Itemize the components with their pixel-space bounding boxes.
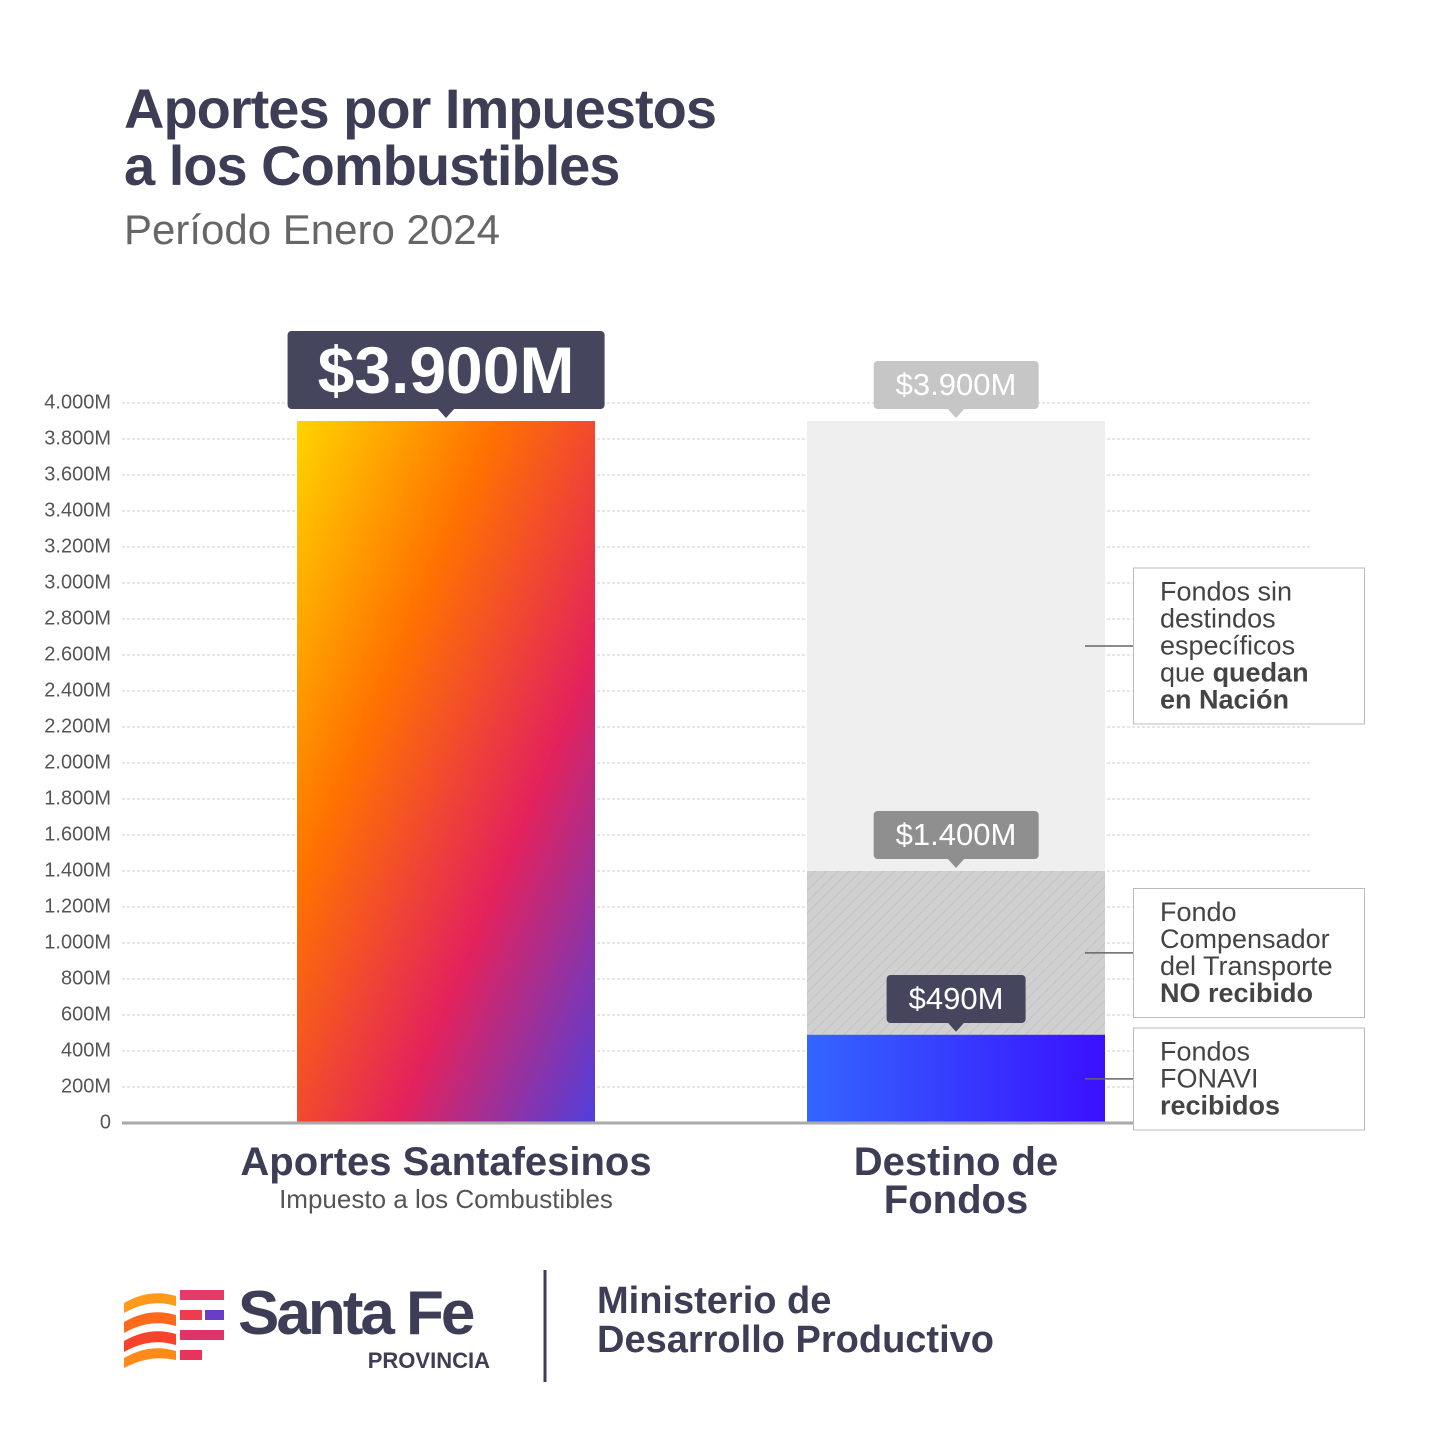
ministry: Ministerio de Desarrollo Productivo xyxy=(597,1282,994,1360)
x-tick-label: Aportes Santafesinos xyxy=(240,1140,652,1184)
annotation: Fondo Compensador del Transporte NO reci… xyxy=(1133,887,1365,1018)
y-tick-label: 400M xyxy=(60,1039,111,1062)
x-tick-sublabel: Impuesto a los Combustibles xyxy=(279,1184,613,1214)
chart-title: Aportes por Impuestos a los Combustibles xyxy=(124,77,717,197)
y-tick-label: 1.400M xyxy=(44,859,111,882)
y-tick-label: 600M xyxy=(60,1003,111,1026)
logo xyxy=(124,1270,547,1382)
annotation-text: Fondo Compensador del Transporte xyxy=(1160,896,1333,981)
annotation: Fondos FONAVI recibidos xyxy=(1133,1027,1365,1131)
value-label: $1.400M xyxy=(873,811,1039,859)
value-label: $490M xyxy=(886,974,1026,1023)
bar-layer xyxy=(807,1034,1105,1123)
ministry-line: Ministerio de xyxy=(597,1280,832,1322)
x-tick-label: Destino de Fondos xyxy=(853,1140,1059,1222)
y-tick-label: 2.400M xyxy=(44,679,111,702)
y-tick-label: 1.600M xyxy=(44,823,111,846)
y-tick-label: 200M xyxy=(60,1075,111,1098)
label-pointer xyxy=(947,1021,965,1032)
annotation-bold: recibidos xyxy=(1160,1090,1281,1121)
y-tick-label: 2.800M xyxy=(44,607,111,630)
y-tick-label: 3.600M xyxy=(44,463,111,486)
title-line: Aportes por Impuestos xyxy=(124,77,717,140)
annotation-text: Fondos FONAVI xyxy=(1160,1036,1259,1094)
annotation-bold: NO recibido xyxy=(1160,977,1314,1008)
annotation-bold: quedan en Nación xyxy=(1160,657,1309,715)
annotation-text: Fondos sin destindos específicos que xyxy=(1160,576,1296,688)
y-tick-label: 1.200M xyxy=(44,895,111,918)
label-pointer xyxy=(947,408,965,418)
y-tick-label: 3.000M xyxy=(44,571,111,594)
chart-subtitle: Período Enero 2024 xyxy=(124,206,500,253)
y-tick-label: 0 xyxy=(99,1111,111,1134)
ministry-line: Desarrollo Productivo xyxy=(597,1319,994,1361)
y-tick-label: 3.400M xyxy=(44,499,111,522)
label-pointer xyxy=(437,408,455,418)
y-tick-label: 2.200M xyxy=(44,715,111,738)
value-label: $3.900M xyxy=(873,361,1039,409)
title-line: a los Combustibles xyxy=(124,134,620,197)
value-label: $3.900M xyxy=(287,331,605,409)
bar xyxy=(297,421,595,1123)
y-tick-label: 4.000M xyxy=(44,391,111,414)
label-pointer xyxy=(947,858,965,868)
y-tick-label: 1.000M xyxy=(44,931,111,954)
annotation: Fondos sin destindos específicos que que… xyxy=(1133,567,1365,725)
brand: Santa Fe xyxy=(238,1279,475,1348)
y-tick-label: 2.600M xyxy=(44,643,111,666)
brand-sub: PROVINCIA xyxy=(367,1348,490,1373)
y-tick-label: 3.800M xyxy=(44,427,111,450)
y-tick-label: 3.200M xyxy=(44,535,111,558)
y-tick-label: 2.000M xyxy=(44,751,111,774)
y-tick-label: 800M xyxy=(60,967,111,990)
y-tick-label: 1.800M xyxy=(44,787,111,810)
